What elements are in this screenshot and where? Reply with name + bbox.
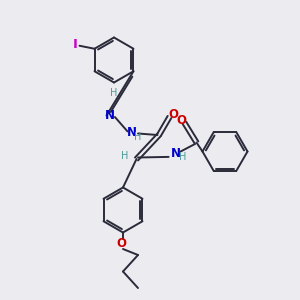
Text: N: N <box>170 146 181 160</box>
Text: H: H <box>122 151 129 161</box>
Text: O: O <box>168 108 178 121</box>
Text: H: H <box>179 152 186 163</box>
Text: H: H <box>134 132 142 142</box>
Text: O: O <box>116 237 127 250</box>
Text: N: N <box>105 109 115 122</box>
Text: N: N <box>127 126 137 139</box>
Text: O: O <box>176 113 186 127</box>
Text: I: I <box>73 38 77 51</box>
Text: H: H <box>110 88 118 98</box>
